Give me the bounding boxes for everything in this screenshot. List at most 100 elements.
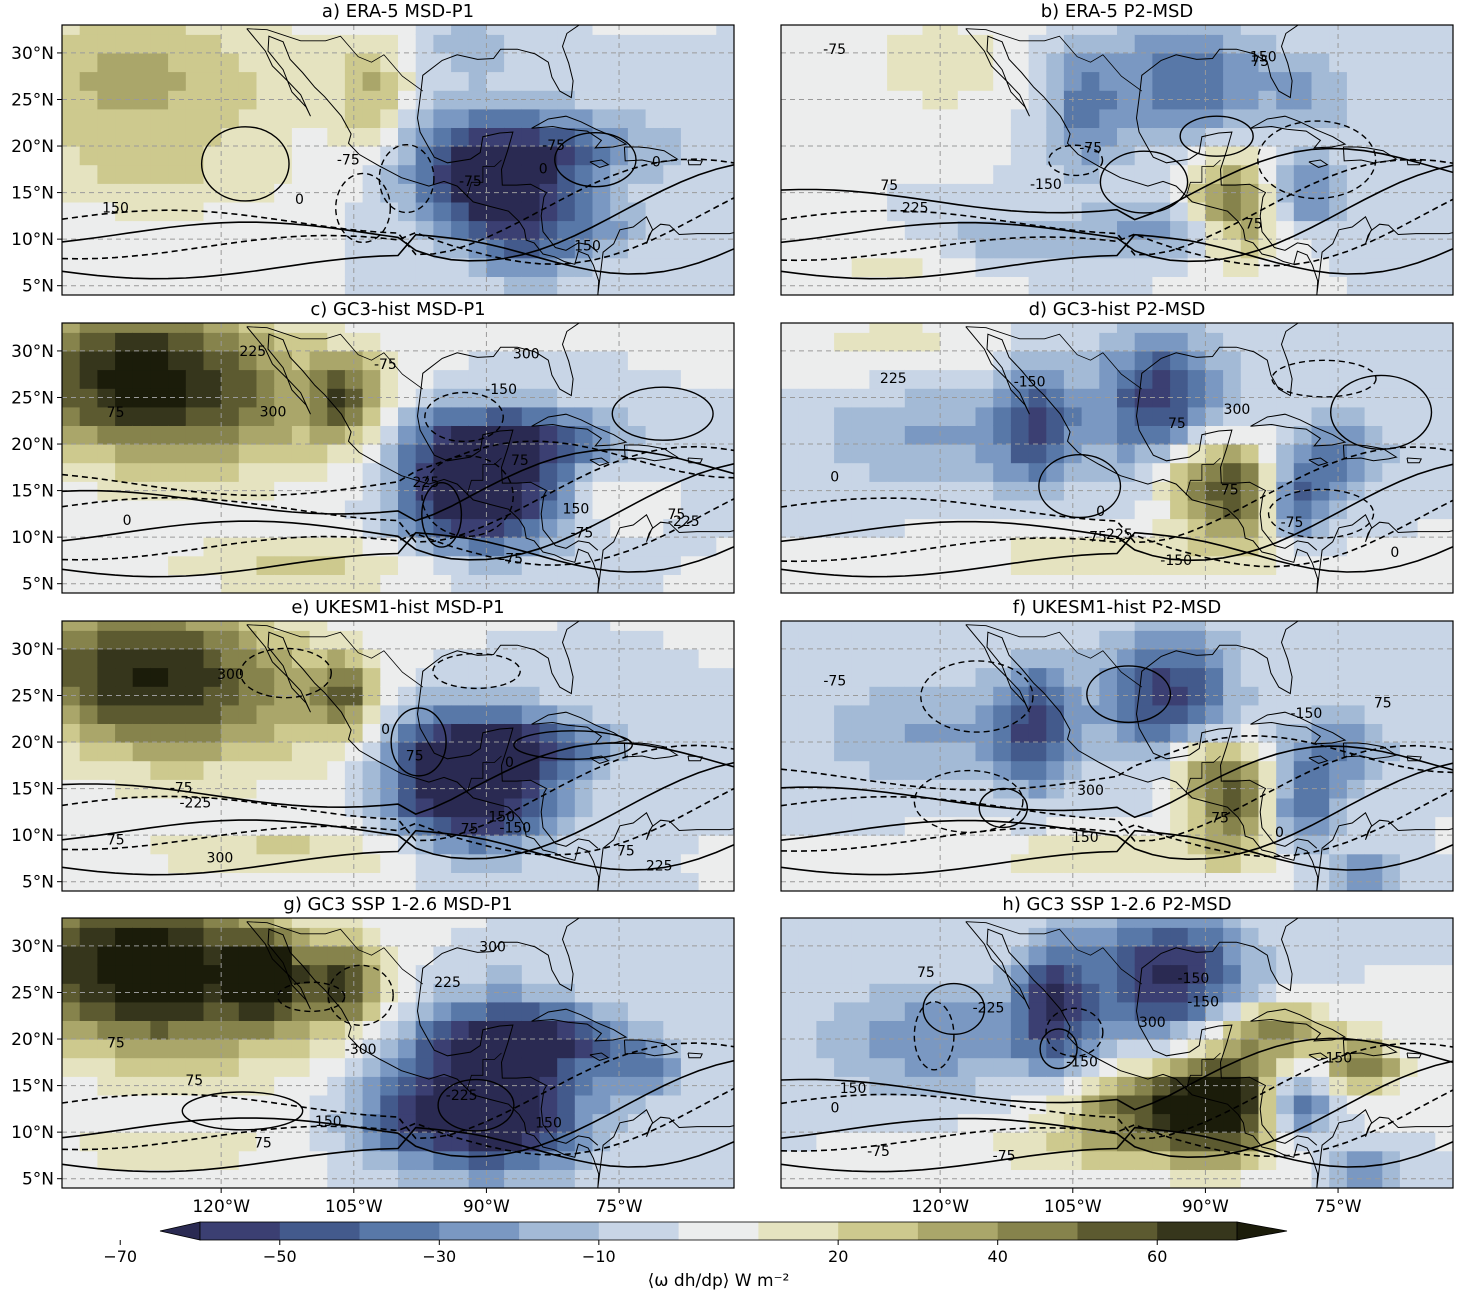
field-cell — [798, 1150, 817, 1170]
field-cell — [887, 621, 906, 631]
field-cell — [362, 518, 381, 538]
field-cell — [1063, 239, 1083, 259]
field-cell — [851, 183, 870, 203]
field-cell — [1223, 164, 1242, 184]
field-cell — [663, 723, 682, 743]
field-cell — [957, 1039, 977, 1059]
field-cell — [1382, 90, 1401, 110]
field-cell — [940, 964, 959, 984]
field-cell — [62, 964, 81, 984]
field-cell — [468, 127, 487, 147]
field-cell — [132, 704, 151, 724]
field-cell — [1010, 462, 1030, 482]
field-cell — [592, 667, 611, 687]
field-cell — [539, 108, 558, 128]
field-cell — [168, 406, 187, 426]
field-cell — [539, 964, 558, 984]
field-cell — [79, 332, 98, 352]
field-cell — [1435, 1094, 1453, 1115]
field-cell — [1382, 201, 1401, 222]
field-cell — [922, 350, 941, 371]
field-cell — [1187, 462, 1206, 482]
field-cell — [1364, 323, 1383, 333]
field-cell — [557, 621, 576, 631]
field-cell — [574, 1150, 594, 1170]
field-cell — [380, 332, 399, 352]
field-cell — [904, 164, 924, 184]
field-cell — [1364, 574, 1383, 593]
field-cell — [97, 369, 116, 389]
field-cell — [1382, 481, 1401, 501]
field-cell — [539, 1094, 558, 1115]
field-cell — [1258, 71, 1277, 91]
field-cell — [274, 462, 293, 482]
field-cell — [993, 621, 1012, 631]
coastline — [1406, 1052, 1422, 1059]
field-cell — [97, 276, 116, 295]
field-cell — [1187, 1113, 1206, 1133]
field-cell — [781, 667, 800, 687]
field-cell — [115, 835, 134, 855]
field-cell — [1417, 1150, 1436, 1170]
field-cell — [1276, 927, 1295, 947]
field-cell — [1435, 127, 1453, 147]
field-cell — [816, 742, 835, 762]
field-cell — [798, 332, 817, 352]
field-cell — [1382, 350, 1401, 371]
field-cell — [274, 983, 293, 1003]
field-cell — [922, 499, 941, 520]
field-cell — [851, 481, 870, 501]
field-cell — [380, 1001, 399, 1021]
field-cell — [1346, 621, 1366, 631]
field-cell — [256, 201, 275, 222]
field-cell — [398, 1001, 417, 1021]
field-cell — [451, 425, 470, 445]
field-cell — [1010, 257, 1030, 277]
field-cell — [557, 927, 576, 947]
field-cell — [645, 1001, 664, 1021]
y-tick-label: 25°N — [11, 984, 54, 1004]
field-cell — [291, 927, 311, 947]
field-cell — [922, 927, 941, 947]
field-cell — [1382, 797, 1401, 818]
field-cell — [168, 835, 187, 855]
field-cell — [1046, 164, 1065, 184]
field-cell — [645, 276, 664, 295]
contour-line — [239, 647, 332, 699]
field-cell — [79, 927, 98, 947]
field-cell — [1346, 835, 1366, 855]
field-cell — [940, 108, 959, 128]
field-cell — [97, 1113, 116, 1133]
field-cell — [781, 1057, 800, 1077]
field-cell — [869, 462, 888, 482]
field-cell — [904, 630, 924, 650]
field-cell — [834, 425, 853, 445]
field-cell — [274, 1001, 293, 1021]
field-cell — [1435, 835, 1453, 855]
field-cell — [185, 444, 205, 464]
field-cell — [1364, 964, 1383, 984]
field-cell — [904, 369, 924, 389]
field-cell — [362, 537, 381, 557]
field-cell — [1099, 1020, 1118, 1040]
field-cell — [1417, 34, 1436, 54]
field-cell — [1258, 369, 1277, 389]
field-cell — [256, 90, 275, 110]
field-cell — [1170, 760, 1189, 780]
field-cell — [663, 108, 682, 128]
field-cell — [1187, 257, 1206, 277]
field-cell — [557, 723, 576, 743]
field-cell — [904, 350, 924, 371]
field-cell — [291, 25, 311, 35]
field-cell — [150, 1039, 169, 1059]
field-cell — [221, 1039, 240, 1059]
field-cell — [904, 648, 924, 669]
field-cell — [1223, 201, 1242, 222]
field-cell — [79, 1057, 98, 1077]
field-cell — [150, 1094, 169, 1115]
field-cell — [468, 1132, 487, 1152]
field-cell — [1435, 499, 1453, 520]
field-cell — [539, 1113, 558, 1133]
field-cell — [975, 462, 994, 482]
field-cell — [869, 686, 888, 706]
